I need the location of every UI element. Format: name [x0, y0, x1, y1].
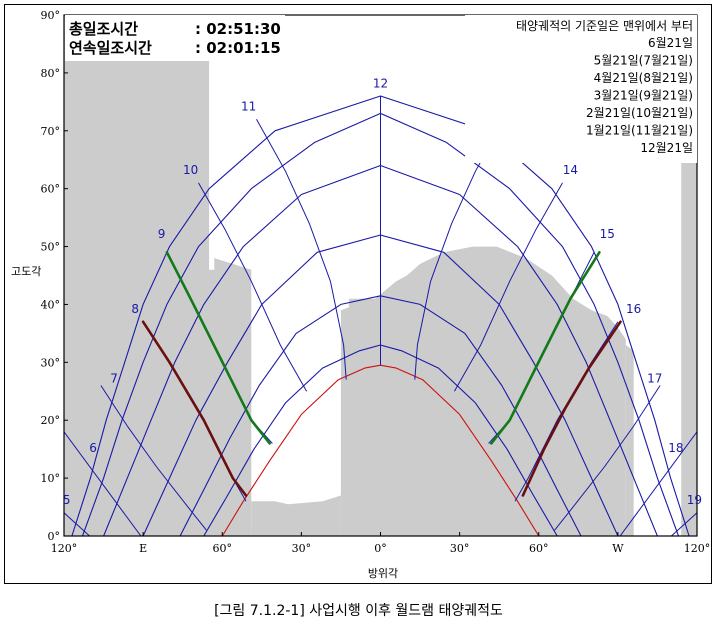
- legend-entry-6: 12월21일: [640, 141, 693, 155]
- tick-layer: 0°10°20°30°40°50°60°70°80°90°120° E 60° 30°…: [41, 9, 711, 555]
- total-sun-value: : 02:51:30: [195, 20, 281, 38]
- hour-label-12: 12: [373, 76, 388, 90]
- x-tick-label-3: 30°: [292, 542, 312, 555]
- y-tick-label-8: 80°: [41, 67, 61, 80]
- x-tick-label-1: E: [139, 542, 147, 555]
- x-tick-label-8: 120°: [684, 542, 711, 555]
- y-tick-label-7: 70°: [41, 125, 61, 138]
- y-tick-label-5: 50°: [41, 241, 61, 254]
- hour-label-layer: 5678910111213141516171819: [63, 76, 702, 507]
- x-tick-label-6: 60°: [529, 542, 549, 555]
- y-tick-label-6: 60°: [41, 183, 61, 196]
- x-tick-label-5: 30°: [450, 542, 470, 555]
- sunlit-segment-3: [521, 320, 622, 497]
- sun-path-chart: 0° 10° 20° 30° 40° 50° 60° 70° 80° 90° 120° E 60° 30°…: [4, 4, 712, 584]
- hour-line-17: [554, 385, 661, 531]
- x-tick-label-7: W: [612, 542, 624, 555]
- y-tick-label-4: 40°: [41, 298, 61, 311]
- sunlit-segment-0: [165, 251, 272, 445]
- hour-label-9: 9: [158, 227, 166, 241]
- y-tick-label-9: 90°: [41, 9, 61, 22]
- y-tick-label-1: 10°: [41, 472, 61, 485]
- legend-entry-3: 3월21일(9월21일): [594, 89, 693, 103]
- y-tick-label-0: 0°: [48, 530, 61, 543]
- y-tick-label-3: 30°: [41, 356, 61, 369]
- hour-label-6: 6: [89, 441, 97, 455]
- highlight-layer: [141, 251, 622, 497]
- sunlit-segment-2: [489, 251, 601, 445]
- continuous-sun-value: : 02:01:15: [195, 39, 281, 57]
- hour-label-16: 16: [626, 302, 641, 316]
- obstruction-2: [340, 246, 626, 536]
- hour-label-17: 17: [647, 371, 662, 385]
- hour-line-5: [64, 512, 91, 536]
- total-sun-label: 총일조시간: [69, 20, 138, 38]
- hour-label-14: 14: [563, 163, 578, 177]
- sunlit-segment-1: [141, 320, 248, 497]
- time-box: [65, 15, 285, 61]
- legend-title: 태양궤적의 기준일은 맨위에서 부터: [516, 19, 693, 33]
- hour-label-10: 10: [183, 163, 198, 177]
- hour-line-10: [198, 182, 308, 392]
- legend-box: [465, 15, 697, 163]
- hour-label-11: 11: [241, 99, 256, 113]
- continuous-sun-label: 연속일조시간: [69, 39, 152, 57]
- hour-line-7: [100, 385, 207, 531]
- hour-label-18: 18: [668, 441, 683, 455]
- x-tick-label-2: 60°: [213, 542, 233, 555]
- hour-line-14: [453, 182, 563, 392]
- legend-entry-1: 5월21일(7월21일): [594, 54, 693, 68]
- sun-path-plot: 0°10°20°30°40°50°60°70°80°90°120° E 60° 30°…: [11, 9, 711, 580]
- legend-entry-5: 1월21일(11월21일): [586, 124, 693, 138]
- legend-entry-4: 2월21일(10월21일): [586, 106, 693, 120]
- hour-line-16: [514, 321, 619, 502]
- hour-label-7: 7: [110, 371, 118, 385]
- legend: 6월21일 5월21일(7월21일) 4월21일(8월21일) 3월21일(9월21일…: [586, 36, 693, 155]
- legend-entry-2: 4월21일(8월21일): [594, 71, 693, 85]
- hour-line-18: [619, 431, 697, 536]
- x-tick-label-0: 120°: [51, 542, 78, 555]
- hour-label-8: 8: [131, 302, 139, 316]
- hour-label-15: 15: [600, 227, 615, 241]
- hour-line-19: [670, 512, 697, 536]
- hour-label-19: 19: [687, 493, 702, 507]
- hour-line-11: [256, 118, 347, 380]
- hour-label-5: 5: [63, 493, 71, 507]
- x-tick-label-4: 0°: [374, 542, 387, 555]
- obstruction-1: [64, 495, 341, 536]
- hour-line-6: [64, 431, 142, 536]
- obstruction-3: [625, 345, 634, 536]
- x-axis-title: 방위각: [368, 567, 398, 580]
- figure-caption: [그림 7.1.2-1] 사업시행 이후 월드램 태양궤적도: [214, 603, 503, 619]
- legend-entry-0: 6월21일: [648, 36, 693, 50]
- y-tick-label-2: 20°: [41, 414, 61, 427]
- y-axis-title: 고도각: [11, 265, 41, 278]
